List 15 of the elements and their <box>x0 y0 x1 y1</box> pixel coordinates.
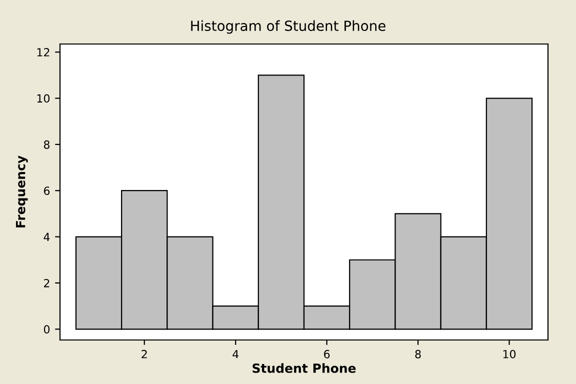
x-tick-label: 4 <box>232 350 238 358</box>
x-tick-label: 10 <box>503 350 516 358</box>
y-axis-title: Frequency <box>16 156 28 228</box>
y-tick-label: 4 <box>44 232 50 242</box>
y-tick-label: 2 <box>44 278 50 288</box>
x-tick-label: 6 <box>324 350 330 358</box>
y-tick-label: 12 <box>37 48 50 56</box>
y-tick-label: 10 <box>37 94 50 103</box>
y-tick-label: 8 <box>44 140 50 149</box>
y-tick-label: 6 <box>44 186 50 195</box>
y-tick-label: 0 <box>44 325 50 334</box>
x-tick-label: 2 <box>142 350 147 358</box>
x-axis-title: Student Phone <box>252 363 356 373</box>
x-tick-label: 8 <box>415 350 421 358</box>
chart-title: Histogram of Student Phone <box>191 20 386 34</box>
